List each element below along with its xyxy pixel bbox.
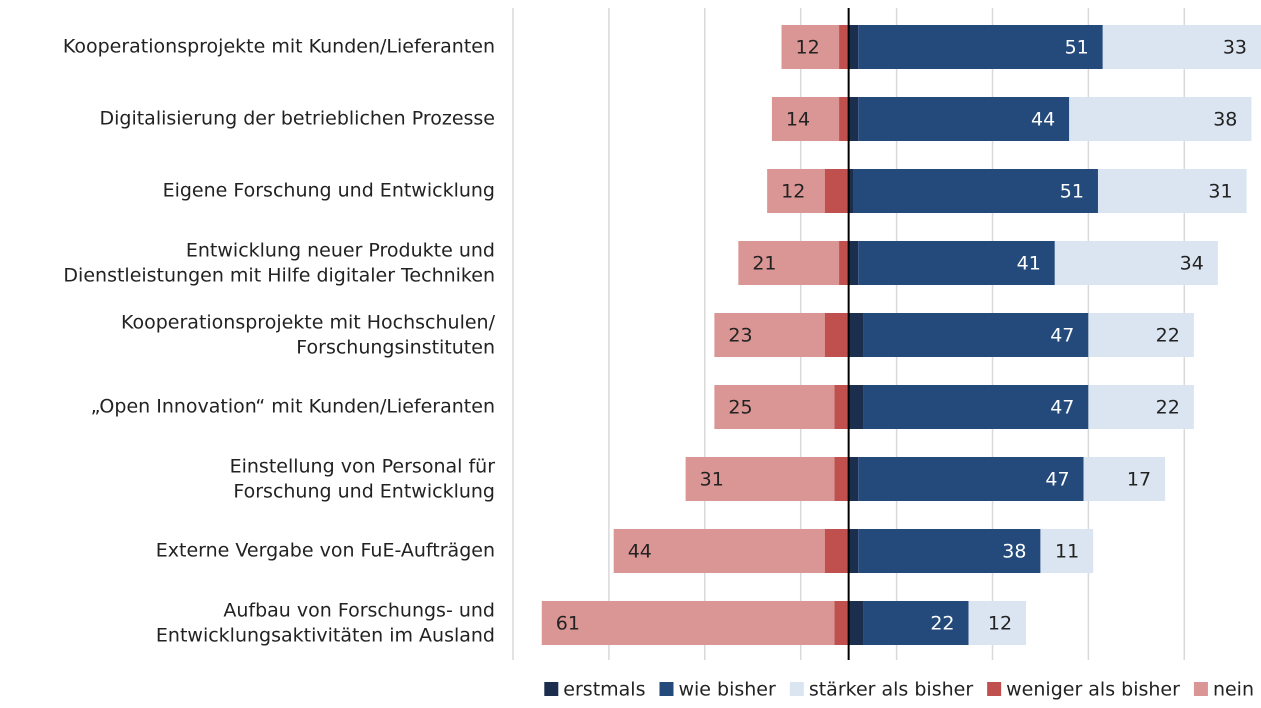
bar-segment	[685, 457, 835, 501]
legend-swatch	[544, 682, 559, 696]
data-label: 23	[728, 325, 752, 347]
bar-segment	[848, 25, 859, 69]
bar-segment	[839, 241, 849, 285]
legend-swatch	[659, 682, 674, 696]
data-label: 14	[786, 109, 810, 131]
data-label: 31	[700, 469, 724, 491]
bar-segment	[848, 457, 859, 501]
category-label: Kooperationsprojekte mit Hochschulen/For…	[121, 311, 496, 358]
legend-label: weniger als bisher	[1006, 679, 1180, 701]
data-label: 44	[628, 541, 652, 563]
data-label: 38	[1213, 109, 1237, 131]
category-label: Einstellung von Personal für Forschung un…	[230, 455, 496, 502]
legend-label: stärker als bisher	[809, 679, 973, 701]
bar-segment	[767, 169, 825, 213]
bar-segment	[848, 97, 859, 141]
bar-segment	[858, 97, 1070, 141]
bar-segment	[714, 313, 825, 357]
category-label: Kooperationsprojekte mit Kunden/Lieferan…	[63, 36, 495, 58]
bar-segment	[863, 385, 1089, 429]
legend-swatch	[789, 682, 804, 696]
bar-segment	[968, 601, 1027, 645]
bar-segment	[1054, 241, 1218, 285]
data-label: 61	[556, 613, 580, 635]
data-label: 47	[1050, 397, 1074, 419]
bar-segment	[858, 457, 1084, 501]
bar-segment	[858, 25, 1103, 69]
bar-segment	[834, 385, 849, 429]
data-label: 12	[781, 181, 805, 203]
category-label: Aufbau von Forschungs- und Entwicklungsak…	[156, 599, 495, 646]
bar-segment	[613, 529, 825, 573]
legend: erstmals wie bisher stärker als bisher weni…	[544, 679, 1254, 701]
bar-segment	[848, 241, 859, 285]
data-label: 25	[728, 397, 752, 419]
bar-segment	[1102, 25, 1261, 69]
bar-segment	[839, 25, 849, 69]
legend-swatch	[1193, 682, 1208, 696]
category-label: „Open Innovation“ mit Kunden/Lieferanten	[91, 396, 495, 418]
bar-segment	[771, 97, 840, 141]
data-label: 41	[1017, 253, 1041, 275]
category-label: Externe Vergabe von FuE-Aufträgen	[156, 540, 495, 562]
bar-segment	[839, 97, 849, 141]
bar-segment	[858, 529, 1041, 573]
data-label: 47	[1050, 325, 1074, 347]
legend-label: erstmals	[563, 679, 645, 701]
bar-segment	[824, 169, 849, 213]
bar-segment	[738, 241, 840, 285]
data-label: 22	[1156, 325, 1180, 347]
bar-segment	[848, 169, 854, 213]
bar-segment	[541, 601, 835, 645]
legend-label: nein	[1213, 679, 1254, 701]
bar-segment	[1083, 457, 1166, 501]
category-label: Entwicklung neuer Produkte und Dienstleis…	[63, 239, 495, 286]
data-label: 51	[1060, 181, 1084, 203]
data-label: 33	[1223, 37, 1247, 59]
bar-segment	[824, 313, 849, 357]
category-label: Digitalisierung der betrieblichen Prozes…	[99, 108, 495, 130]
bar-segment	[848, 385, 864, 429]
data-label: 21	[752, 253, 776, 275]
data-label: 22	[1156, 397, 1180, 419]
bar-segment	[1040, 529, 1094, 573]
bar-segment	[848, 313, 864, 357]
data-label: 34	[1180, 253, 1204, 275]
bar-segment	[834, 601, 849, 645]
data-label: 51	[1065, 37, 1089, 59]
data-label: 22	[930, 613, 954, 635]
data-label: 12	[796, 37, 820, 59]
bar-segment	[858, 241, 1055, 285]
bar-segment	[824, 529, 849, 573]
legend-label: wie bisher	[678, 679, 776, 701]
bar-segment	[1097, 169, 1247, 213]
data-label: 44	[1031, 109, 1055, 131]
legend-swatch	[987, 682, 1002, 696]
bar-segment	[863, 601, 969, 645]
data-label: 38	[1002, 541, 1026, 563]
bar-segment	[848, 529, 859, 573]
bar-segment	[848, 601, 864, 645]
bar-segment	[781, 25, 840, 69]
bar-segment	[853, 169, 1098, 213]
data-label: 31	[1208, 181, 1232, 203]
data-label: 47	[1045, 469, 1069, 491]
data-label: 12	[988, 613, 1012, 635]
bar-segment	[1088, 385, 1194, 429]
bar-segment	[1069, 97, 1252, 141]
bar-segment	[1088, 313, 1194, 357]
bar-segment	[714, 385, 835, 429]
data-label: 11	[1055, 541, 1079, 563]
bar-segment	[834, 457, 849, 501]
data-label: 17	[1127, 469, 1151, 491]
category-label: Eigene Forschung und Entwicklung	[163, 180, 495, 202]
bar-segment	[863, 313, 1089, 357]
